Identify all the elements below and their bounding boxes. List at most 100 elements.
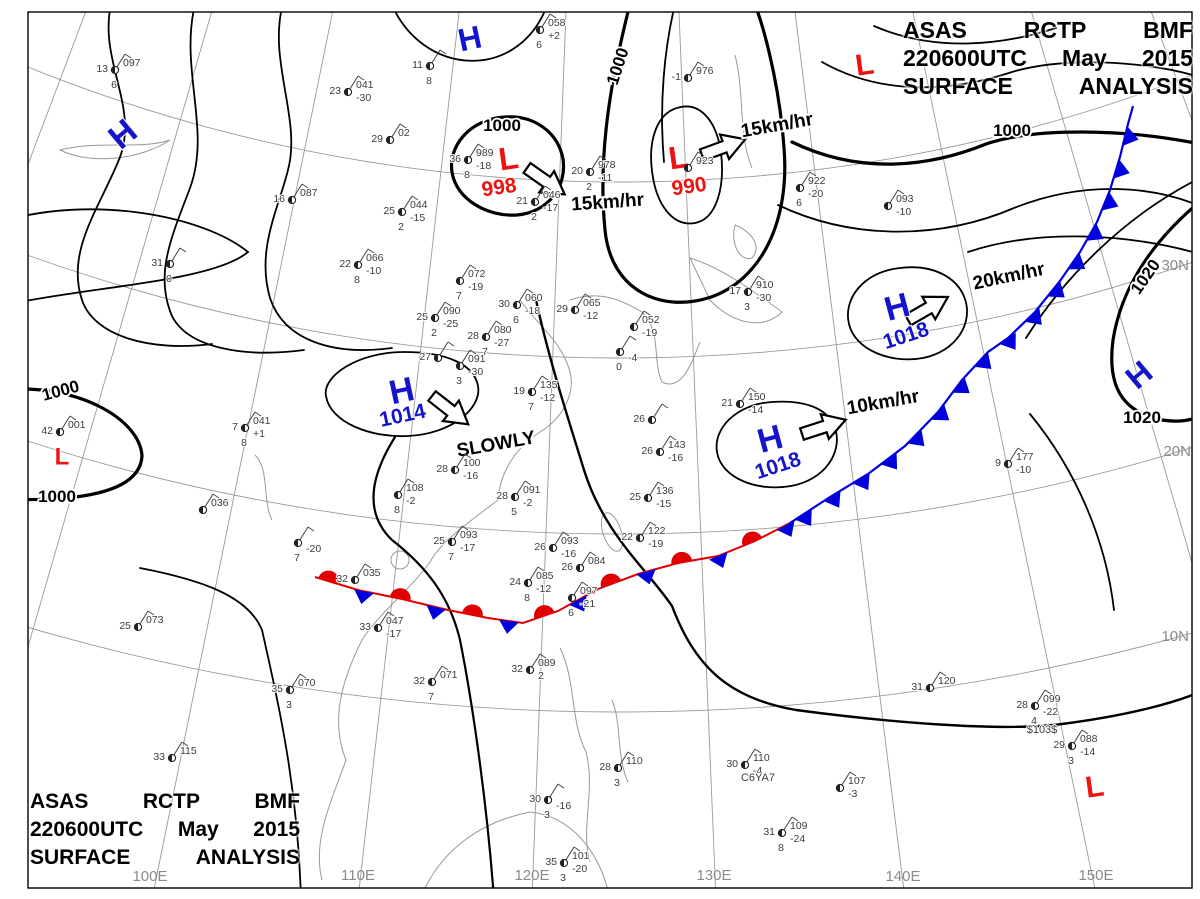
- station-value: 29: [371, 133, 383, 145]
- coastline: [569, 295, 701, 385]
- station-value: -16: [556, 800, 571, 812]
- cloud-cover-icon: [616, 348, 620, 356]
- meridian-line: [358, 12, 460, 888]
- station-value: 036: [211, 497, 229, 509]
- station-value: 42: [41, 425, 53, 437]
- station-value: 35: [271, 683, 283, 695]
- cloud-cover-icon: [586, 168, 590, 176]
- isobar: [1025, 181, 1192, 339]
- wind-barb-tick-icon: [573, 846, 581, 852]
- station-value: 35: [545, 856, 557, 868]
- station-value: 107: [848, 775, 866, 787]
- wind-barb-tick-icon: [441, 665, 449, 671]
- map-border: [27, 11, 1193, 889]
- title-word: 220600UTC: [903, 45, 1028, 71]
- cloud-cover-icon: [448, 538, 452, 546]
- station-value: 28: [496, 490, 508, 502]
- station-value: 093: [896, 193, 914, 205]
- station-value: 041: [356, 79, 374, 91]
- station-plot: 33 047-17: [358, 611, 405, 641]
- station-value: 0: [616, 361, 622, 373]
- cloud-cover-icon: [526, 666, 530, 674]
- station-plot: 31 109-24 8: [762, 816, 809, 855]
- wind-barb-tick-icon: [1044, 689, 1052, 695]
- station-id-label: $103$: [1027, 724, 1058, 736]
- station-value: 001: [68, 419, 86, 431]
- title-word: ANALYSIS: [1078, 73, 1193, 99]
- cloud-cover-icon: [434, 354, 438, 362]
- station-plot: 26 093-16: [533, 531, 580, 561]
- wind-barb-tick-icon: [849, 771, 857, 777]
- cloud-cover-icon: [456, 277, 460, 285]
- station-plot: 24 085-12 8: [508, 566, 555, 605]
- station-value: 7: [528, 401, 534, 413]
- wind-barb-tick-icon: [897, 189, 905, 195]
- cloud-cover-icon: [648, 416, 652, 424]
- cloud-cover-icon: [884, 202, 888, 210]
- station-plot: 29 088-14 3: [1052, 729, 1099, 768]
- station-value: 3: [1068, 755, 1074, 767]
- wind-barb-tick-icon: [544, 185, 552, 191]
- wind-barb-tick-icon: [495, 320, 503, 326]
- pressure-center-value: 998: [480, 174, 518, 202]
- wind-barb-tick-icon: [124, 53, 132, 59]
- isobar: [847, 266, 968, 361]
- station-value: 177: [1016, 451, 1034, 463]
- station-plot: 35 070 3: [270, 673, 317, 712]
- station-value: 072: [468, 268, 486, 280]
- station-value: 25: [119, 620, 131, 632]
- station-value: 101: [572, 850, 590, 862]
- wind-barb-tick-icon: [562, 531, 570, 537]
- cloud-cover-icon: [836, 784, 840, 792]
- chart-title-bottom-left: ASAS RCTP BMF 220600UTC May 2015 SURFACE…: [30, 788, 300, 872]
- wind-barb-tick-icon: [629, 335, 637, 341]
- station-value: 2: [531, 211, 537, 223]
- station-plot: 072-19 7: [455, 264, 487, 303]
- cloud-cover-icon: [386, 136, 390, 144]
- station-plot: 25 136-15: [628, 481, 675, 511]
- station-value: -30: [756, 292, 771, 304]
- station-value: -12: [583, 310, 598, 322]
- station-value: -2: [406, 495, 415, 507]
- station-value: -16: [463, 470, 478, 482]
- meridian-line: [28, 12, 213, 649]
- wind-barb-tick-icon: [299, 673, 307, 679]
- station-value: 31: [763, 826, 775, 838]
- isobar: [601, 12, 787, 304]
- title-word: BMF: [1143, 17, 1193, 43]
- wind-barb-tick-icon: [524, 480, 532, 486]
- station-plot: 923: [683, 151, 715, 173]
- station-value: 4: [1031, 715, 1037, 727]
- station-value: 29: [556, 303, 568, 315]
- cloud-cover-icon: [560, 859, 564, 867]
- coastline: [254, 454, 273, 521]
- station-value: 0: [166, 273, 172, 285]
- station-value: 6: [568, 607, 574, 619]
- station-plot: 16 087: [272, 183, 319, 206]
- isobar: [139, 567, 302, 888]
- station-value: 8: [241, 437, 247, 449]
- station-plot: 27: [418, 341, 455, 364]
- isobar: [76, 12, 213, 347]
- cloud-cover-icon: [294, 539, 298, 547]
- longitude-label: 150E: [1078, 867, 1113, 884]
- station-value: 073: [146, 614, 164, 626]
- title-line: ASAS RCTP BMF: [903, 16, 1193, 44]
- cold-front-triangle: [932, 403, 950, 421]
- station-value: 110: [626, 755, 643, 767]
- stationary-front-semicircle: [389, 588, 411, 601]
- cloud-cover-icon: [656, 448, 660, 456]
- wind-barb-tick-icon: [357, 75, 365, 81]
- station-value: 3: [614, 777, 620, 789]
- station-value: 058: [548, 17, 566, 29]
- wind-barb-tick-icon: [447, 341, 455, 347]
- wind-barb-tick-icon: [307, 526, 315, 532]
- station-value: -12: [536, 583, 551, 595]
- station-value: -17: [386, 628, 401, 640]
- cloud-cover-icon: [636, 534, 640, 542]
- isobar-value-label: 1000: [993, 121, 1031, 140]
- coastline: [559, 647, 591, 863]
- cloud-cover-icon: [513, 301, 517, 309]
- station-plot: 310: [150, 247, 187, 286]
- cloud-cover-icon: [456, 362, 460, 370]
